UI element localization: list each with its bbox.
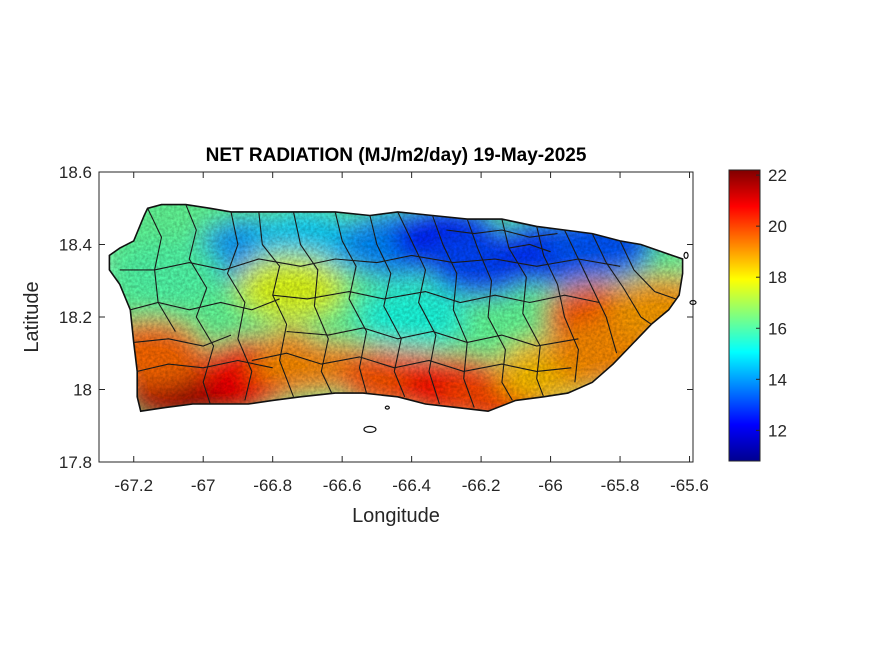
municipal-boundary: [431, 215, 475, 408]
municipal-boundary: [286, 327, 579, 347]
island-outline: [108, 203, 684, 413]
small-island: [689, 299, 697, 306]
x-tick-label: -66.8: [253, 476, 292, 495]
colorbar-tick-label: 22: [768, 166, 787, 185]
chart-title: NET RADIATION (MJ/m2/day) 19-May-2025: [206, 145, 587, 166]
municipal-boundary: [185, 204, 215, 405]
x-tick-label: -65.6: [670, 476, 709, 495]
colorbar-ticks: 22 20 18 16 14 12: [756, 166, 787, 440]
y-tick-label: 18.2: [59, 308, 92, 327]
colorbar-tick-label: 16: [768, 319, 787, 338]
municipal-boundary: [564, 229, 618, 354]
colorbar-tick-label: 14: [768, 370, 787, 389]
municipal-boundary: [508, 243, 551, 253]
municipal-boundary: [137, 359, 273, 372]
y-tick-label: 18: [73, 381, 92, 400]
municipal-boundary: [466, 218, 513, 401]
small-island: [363, 425, 377, 433]
municipal-boundaries: [119, 204, 676, 408]
small-island: [384, 405, 390, 410]
municipal-boundary: [536, 226, 579, 383]
y-tick-label: 18.6: [59, 163, 92, 182]
municipal-boundary: [130, 298, 280, 311]
x-axis-label: Longitude: [352, 505, 440, 527]
municipal-boundary: [334, 211, 368, 394]
x-tick-label: -65.8: [601, 476, 640, 495]
small-islands: [363, 251, 697, 433]
x-tick-label: -66.4: [392, 476, 431, 495]
x-tick-label: -67.2: [114, 476, 153, 495]
x-tick-label: -66.6: [323, 476, 362, 495]
colorbar-tick-label: 20: [768, 217, 787, 236]
x-tick-label: -67: [191, 476, 216, 495]
municipal-boundary: [119, 254, 621, 271]
x-tick-label: -66: [538, 476, 563, 495]
municipal-boundary: [226, 211, 253, 401]
municipal-boundary: [446, 229, 558, 238]
municipal-boundary: [591, 233, 652, 325]
colorbar-tick-label: 18: [768, 268, 787, 287]
colorbar-tick-label: 12: [768, 421, 787, 440]
municipal-boundary: [272, 291, 600, 304]
y-axis-ticks: 18.6 18.4 18.2 18 17.8: [59, 163, 693, 472]
municipal-boundary: [292, 211, 333, 394]
small-island: [683, 251, 689, 259]
municipal-boundary: [397, 211, 440, 405]
colorbar: [728, 169, 761, 462]
municipal-boundary: [251, 352, 572, 372]
municipal-boundary: [369, 215, 406, 398]
x-axis-ticks: -67.2 -67 -66.8 -66.6 -66.4 -66.2 -66 -65.8 -65.…: [114, 172, 709, 495]
y-tick-label: 18.4: [59, 236, 92, 255]
y-axis-label: Latitude: [21, 281, 43, 352]
municipal-boundary: [133, 334, 232, 347]
x-tick-label: -66.2: [462, 476, 501, 495]
y-tick-label: 17.8: [59, 453, 92, 472]
municipal-boundary: [619, 240, 676, 300]
